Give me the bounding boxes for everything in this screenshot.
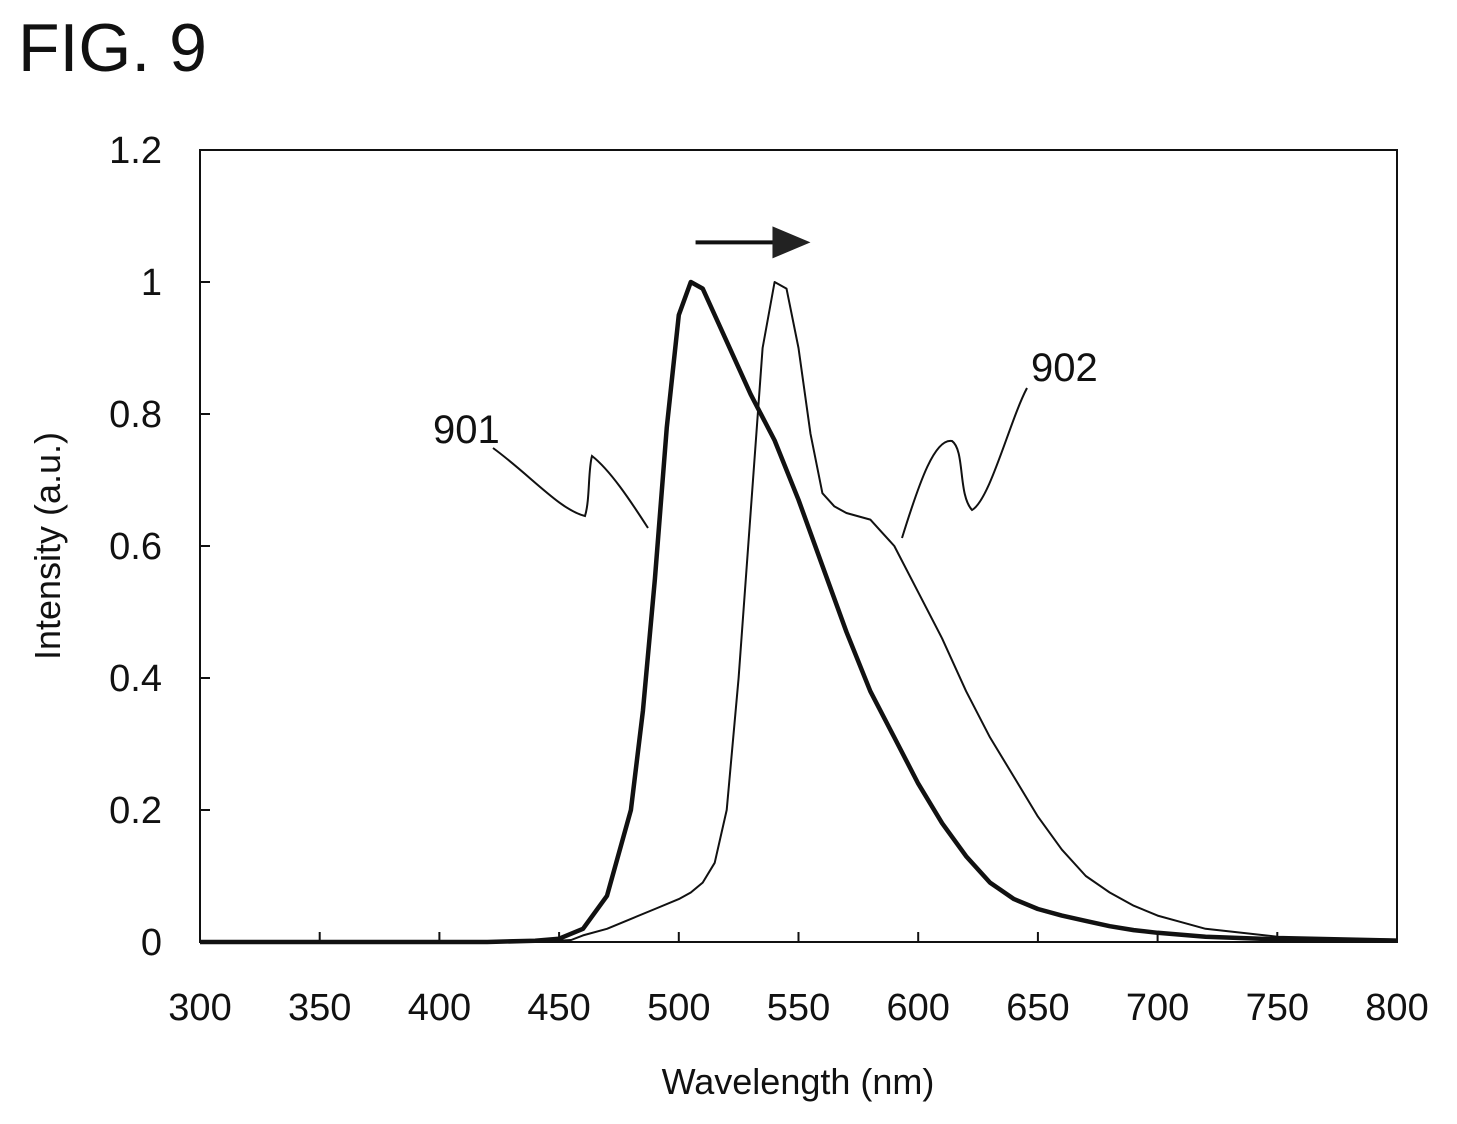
series-line-902 (200, 281, 1398, 943)
callout-902-leader (901, 387, 1028, 539)
x-axis-title: Wavelength (nm) (662, 1061, 935, 1102)
x-tick-label: 450 (527, 987, 590, 1029)
annotation-layer: 901 902 (433, 226, 1098, 539)
x-tick-label: 750 (1246, 987, 1309, 1029)
y-tick-label: 1.2 (109, 130, 162, 172)
x-tick-label: 650 (1006, 987, 1069, 1029)
y-tick-label: 0.8 (109, 394, 162, 436)
x-tick-label: 350 (288, 987, 351, 1029)
y-tick-label: 0.6 (109, 526, 162, 568)
y-tick-label: 0 (141, 922, 162, 964)
plot-area-frame (199, 149, 1398, 943)
y-axis: 0 0.2 0.4 0.6 0.8 1 1.2 (109, 130, 210, 964)
x-tick-label: 300 (168, 987, 231, 1029)
x-tick-label: 600 (886, 987, 949, 1029)
series-layer (200, 279, 1398, 945)
y-tick-label: 0.2 (109, 790, 162, 832)
x-tick-label: 800 (1365, 987, 1428, 1029)
callout-901-leader (492, 447, 649, 529)
series-line-901 (200, 279, 1398, 945)
callout-902-label: 902 (1031, 346, 1098, 390)
figure-title: FIG. 9 (18, 10, 207, 86)
y-tick-label: 0.4 (109, 658, 162, 700)
x-tick-label: 700 (1126, 987, 1189, 1029)
callout-901-label: 901 (433, 408, 500, 452)
y-tick-label: 1 (141, 262, 162, 304)
x-axis: 300 350 400 450 500 550 600 650 700 750 800 (168, 932, 1429, 1029)
x-tick-label: 400 (408, 987, 471, 1029)
x-tick-label: 550 (767, 987, 830, 1029)
x-tick-label: 500 (647, 987, 710, 1029)
shift-arrow-head (772, 226, 811, 259)
y-axis-title: Intensity (a.u.) (27, 432, 68, 660)
